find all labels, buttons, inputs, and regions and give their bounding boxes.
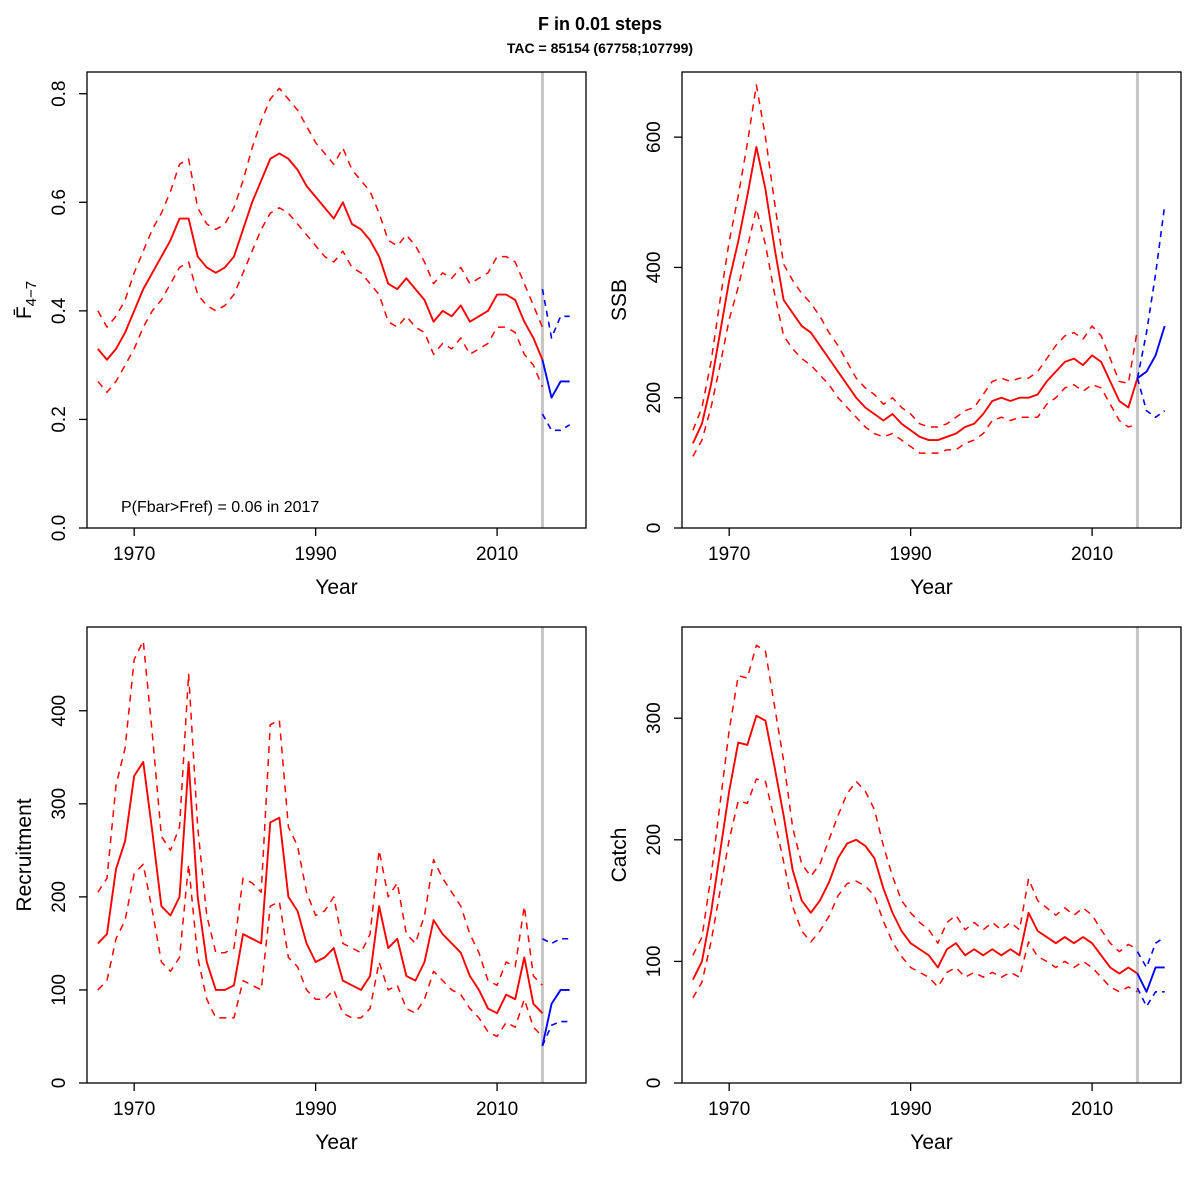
forecast-median-line bbox=[541, 988, 570, 1046]
forecast-upper-ci-line bbox=[542, 937, 570, 945]
forecast-upper-ci-line bbox=[1136, 936, 1166, 969]
catch-chart: 1970 1990 2010 0 100 200 300 Year Catch bbox=[608, 626, 1182, 1154]
y-tick-label: 0.4 bbox=[49, 297, 70, 324]
y-axis-label: Recruitment bbox=[13, 798, 36, 911]
fbar-chart: 1970 1990 2010 0.0 0.2 0.4 0.6 0.8 Year F̄4−7 P(Fb… bbox=[13, 71, 587, 599]
x-tick-label: 1990 bbox=[294, 544, 336, 565]
y-tick-label: 0.8 bbox=[49, 81, 70, 107]
estimate-lower-ci-line bbox=[97, 863, 543, 1038]
y-tick-label: 200 bbox=[644, 824, 665, 856]
x-axis-label: Year bbox=[910, 1131, 952, 1154]
y-tick-label: 0 bbox=[644, 1078, 665, 1089]
y-tick-label: 200 bbox=[644, 382, 665, 414]
x-tick-label: 2010 bbox=[1071, 1099, 1113, 1120]
forecast-lower-ci-line bbox=[541, 1020, 570, 1047]
estimate-median-line bbox=[692, 145, 1139, 444]
forecast-upper-ci-line bbox=[1136, 205, 1166, 379]
x-tick-label: 1970 bbox=[708, 1099, 750, 1120]
y-axis-label: Catch bbox=[608, 828, 631, 883]
forecast-median-line bbox=[1136, 966, 1165, 993]
x-tick-label: 2010 bbox=[476, 544, 518, 565]
y-tick-label: 0.2 bbox=[49, 406, 70, 432]
y-tick-label: 400 bbox=[49, 695, 70, 727]
x-tick-label: 2010 bbox=[476, 1099, 518, 1120]
plot-box bbox=[86, 626, 587, 1084]
estimate-median-line bbox=[97, 152, 544, 361]
charts-grid: 1970 1990 2010 0.0 0.2 0.4 0.6 0.8 Year F̄4−7 P(Fb… bbox=[0, 58, 1200, 1168]
x-tick-label: 1990 bbox=[294, 1099, 336, 1120]
y-axis-label: F̄4−7 bbox=[13, 281, 40, 319]
estimate-lower-ci-line bbox=[692, 208, 1138, 457]
y-tick-label: 200 bbox=[49, 881, 70, 913]
x-tick-label: 1970 bbox=[708, 544, 750, 565]
estimate-upper-ci-line bbox=[692, 644, 1138, 956]
ssb-chart: 1970 1990 2010 0 200 400 600 Year SSB bbox=[608, 71, 1182, 599]
x-tick-label: 1970 bbox=[113, 1099, 155, 1120]
x-tick-label: 1990 bbox=[889, 544, 931, 565]
forecast-lower-ci-line bbox=[1136, 377, 1166, 419]
y-tick-label: 0 bbox=[644, 523, 665, 534]
y-tick-label: 100 bbox=[644, 946, 665, 978]
estimate-upper-ci-line bbox=[97, 640, 543, 987]
y-tick-label: 300 bbox=[49, 788, 70, 820]
y-tick-label: 0.6 bbox=[49, 189, 70, 215]
forecast-lower-ci-line bbox=[1136, 987, 1165, 1008]
main-title: F in 0.01 steps bbox=[537, 14, 663, 34]
forecast-median-line bbox=[541, 359, 570, 399]
x-tick-label: 2010 bbox=[1071, 544, 1113, 565]
x-axis-label: Year bbox=[910, 576, 952, 599]
x-axis-label: Year bbox=[315, 1131, 357, 1154]
estimate-median-line bbox=[692, 714, 1138, 981]
x-tick-label: 1990 bbox=[889, 1099, 931, 1120]
plot-box bbox=[681, 71, 1182, 529]
x-tick-label: 1970 bbox=[113, 544, 155, 565]
estimate-upper-ci-line bbox=[692, 84, 1139, 431]
estimate-lower-ci-line bbox=[97, 206, 544, 394]
y-tick-label: 0.0 bbox=[49, 515, 70, 541]
y-axis-label: SSB bbox=[608, 279, 631, 321]
plot-box bbox=[681, 626, 1182, 1084]
forecast-median-line bbox=[1136, 325, 1166, 379]
y-tick-label: 0 bbox=[49, 1078, 70, 1089]
probability-annotation: P(Fbar>Fref) = 0.06 in 2017 bbox=[121, 499, 319, 516]
estimate-median-line bbox=[97, 760, 544, 1015]
forecast-upper-ci-line bbox=[541, 288, 570, 339]
figure-header: F in 0.01 steps TAC = 85154 (67758;10779… bbox=[0, 0, 1200, 56]
y-tick-label: 400 bbox=[644, 252, 665, 284]
sub-title: TAC = 85154 (67758;107799) bbox=[506, 40, 694, 56]
forecast-lower-ci-line bbox=[541, 413, 571, 432]
estimate-lower-ci-line bbox=[692, 778, 1138, 999]
recruitment-chart: 1970 1990 2010 0 100 200 300 400 Year Recruitment bbox=[13, 626, 587, 1154]
y-tick-label: 300 bbox=[644, 702, 665, 734]
x-axis-label: Year bbox=[315, 576, 357, 599]
estimate-upper-ci-line bbox=[97, 87, 544, 328]
plot-box bbox=[86, 71, 587, 529]
y-tick-label: 600 bbox=[644, 121, 665, 153]
y-tick-label: 100 bbox=[49, 974, 70, 1006]
